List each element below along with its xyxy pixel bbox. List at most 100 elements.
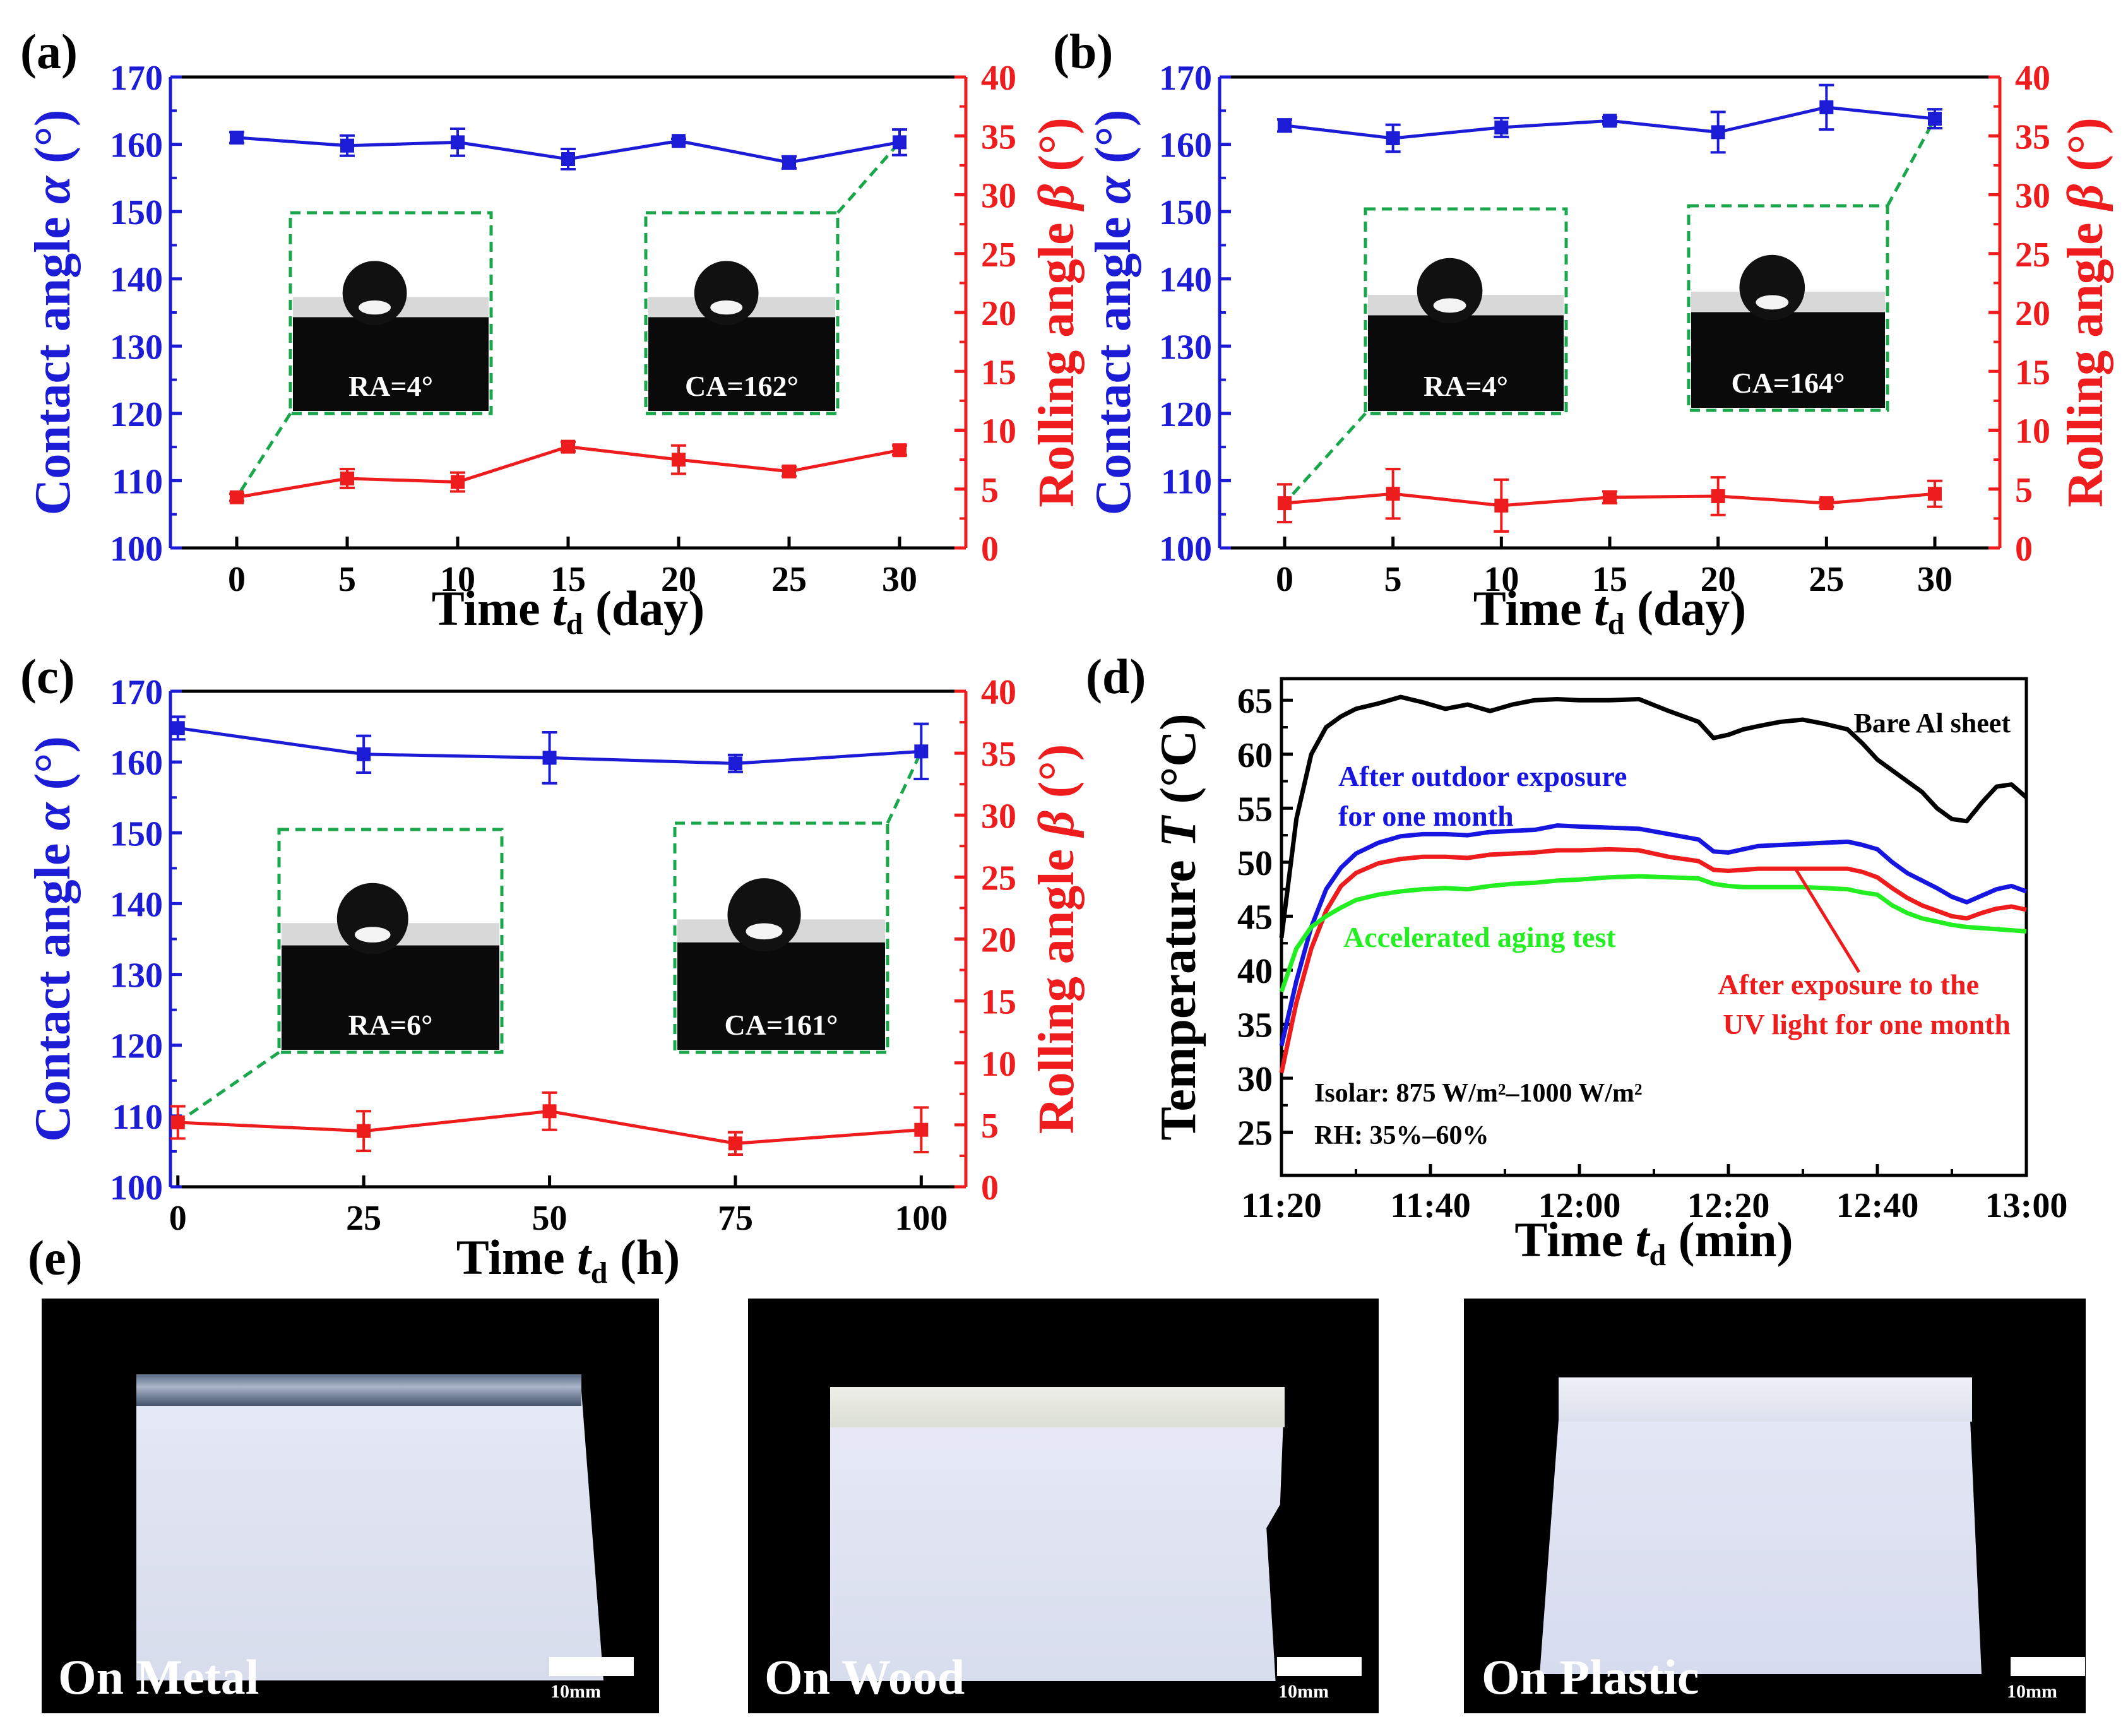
x-tick-label: 0 xyxy=(169,1199,187,1238)
x-tick-label: 50 xyxy=(532,1199,568,1238)
x-tick-label: 10 xyxy=(1483,560,1519,599)
photo-caption: On Plastic xyxy=(1482,1650,1699,1704)
data-point xyxy=(893,135,906,150)
scale-bar xyxy=(2011,1657,2085,1676)
right-y-axis-title-unit: (°) xyxy=(2058,117,2113,184)
data-point xyxy=(728,756,742,771)
left-y-tick-label: 170 xyxy=(1159,59,1212,98)
right-y-tick-label: 30 xyxy=(981,797,1016,836)
data-point xyxy=(230,490,244,504)
left-y-axis-title-text: Contact angle xyxy=(25,831,81,1142)
data-point xyxy=(1603,490,1617,504)
data-point xyxy=(914,744,929,759)
plastic-sample-edge xyxy=(1559,1377,1972,1422)
right-y-tick-label: 0 xyxy=(981,530,999,569)
droplet-inset: CA=161° xyxy=(673,751,923,1054)
inset-droplet-reflection xyxy=(746,923,783,940)
left-y-tick-label: 160 xyxy=(110,126,163,165)
inset-droplet xyxy=(336,883,408,954)
metal-sample xyxy=(136,1374,603,1680)
left-y-axis-title: Contact angle α (°) xyxy=(1086,110,1141,516)
right-y-axis-title-text: Rolling angle xyxy=(2058,210,2113,508)
right-y-tick-label: 25 xyxy=(981,235,1016,275)
series-line xyxy=(1279,694,2028,939)
right-y-tick-label: 30 xyxy=(2015,177,2050,216)
data-point xyxy=(1386,487,1400,501)
inset-image-substrate xyxy=(648,317,835,411)
photo-on-wood: On Wood 10mm xyxy=(748,1299,1379,1713)
photo-caption: On Wood xyxy=(764,1650,965,1704)
right-y-tick-label: 5 xyxy=(981,1107,999,1146)
data-point xyxy=(1494,498,1509,513)
inset-label: RA=4° xyxy=(348,370,433,402)
right-y-tick-label: 30 xyxy=(981,177,1016,216)
x-tick-label: 25 xyxy=(346,1199,381,1238)
x-axis-title-text: Time xyxy=(1514,1212,1635,1267)
data-point xyxy=(782,155,796,170)
right-y-axis-title: Rolling angle β (°) xyxy=(1029,117,1085,507)
right-y-tick-label: 20 xyxy=(981,921,1016,960)
inset-droplet-reflection xyxy=(1433,298,1466,313)
x-tick-label: 11:40 xyxy=(1390,1186,1471,1225)
right-y-tick-label: 20 xyxy=(2015,294,2050,333)
left-y-tick-label: 140 xyxy=(1159,261,1212,300)
x-tick-label: 30 xyxy=(1917,560,1953,599)
inset-label: CA=164° xyxy=(1731,367,1845,399)
data-point xyxy=(451,475,465,489)
scale-label: 10mm xyxy=(2007,1681,2057,1702)
inset-label: RA=4° xyxy=(1424,370,1508,402)
left-y-axis-title-unit: (°) xyxy=(25,110,81,176)
left-y-axis-title-text: Contact angle xyxy=(25,204,81,515)
series-line xyxy=(1279,847,2027,1074)
left-y-axis-title-unit: (°) xyxy=(1086,110,1141,176)
y-tick-label: 30 xyxy=(1237,1060,1273,1099)
inset-droplet-reflection xyxy=(1756,295,1789,310)
x-axis-title-variable: t xyxy=(1594,581,1609,636)
droplet-inset: CA=164° xyxy=(1687,117,1937,412)
series-line xyxy=(1279,823,2028,1047)
wood-sample-edge xyxy=(830,1387,1285,1427)
inset-connector xyxy=(177,1050,280,1124)
series-line xyxy=(1279,874,2027,993)
series-annotation: UV light for one month xyxy=(1723,1008,2011,1040)
data-point xyxy=(561,152,575,167)
right-y-axis-title-variable: β xyxy=(2058,184,2113,212)
inset-droplet-reflection xyxy=(710,300,743,315)
data-point xyxy=(728,1136,742,1151)
data-point xyxy=(542,1104,557,1119)
left-y-tick-label: 110 xyxy=(112,462,163,501)
series-line xyxy=(236,445,900,499)
scale-label: 10mm xyxy=(550,1681,601,1702)
left-y-tick-label: 110 xyxy=(1161,462,1212,501)
right-y-tick-label: 5 xyxy=(981,471,999,510)
droplet-inset: RA=4° xyxy=(235,211,493,499)
data-point xyxy=(561,439,575,454)
right-y-axis-title: Rolling angle β (°) xyxy=(1029,744,1085,1134)
x-tick-label: 0 xyxy=(1276,560,1293,599)
right-y-tick-label: 25 xyxy=(2015,235,2050,275)
x-tick-label: 20 xyxy=(1701,560,1736,599)
left-y-axis-title-variable: α xyxy=(25,802,81,831)
inset-image-substrate xyxy=(1368,315,1564,411)
x-tick-label: 5 xyxy=(338,560,356,599)
left-y-tick-label: 130 xyxy=(1159,328,1212,367)
data-point xyxy=(340,138,354,153)
x-axis-title: Time td (min) xyxy=(1514,1212,1793,1272)
right-y-axis-title-unit: (°) xyxy=(1029,117,1085,184)
data-point xyxy=(782,464,796,479)
x-axis-title-text: Time xyxy=(432,581,552,636)
x-tick-label: 20 xyxy=(661,560,696,599)
data-point xyxy=(340,471,354,485)
y-tick-label: 60 xyxy=(1237,736,1273,775)
right-y-tick-label: 25 xyxy=(981,859,1016,898)
x-tick-label: 15 xyxy=(1592,560,1627,599)
data-point xyxy=(230,130,244,145)
inset-droplet xyxy=(1417,258,1483,324)
right-y-tick-label: 40 xyxy=(981,673,1016,712)
right-y-tick-label: 35 xyxy=(2015,117,2050,157)
inset-droplet xyxy=(727,878,801,952)
inset-connector xyxy=(1283,412,1367,504)
right-y-tick-label: 40 xyxy=(981,59,1016,98)
inset-label: RA=6° xyxy=(348,1009,432,1041)
data-point xyxy=(672,134,686,148)
